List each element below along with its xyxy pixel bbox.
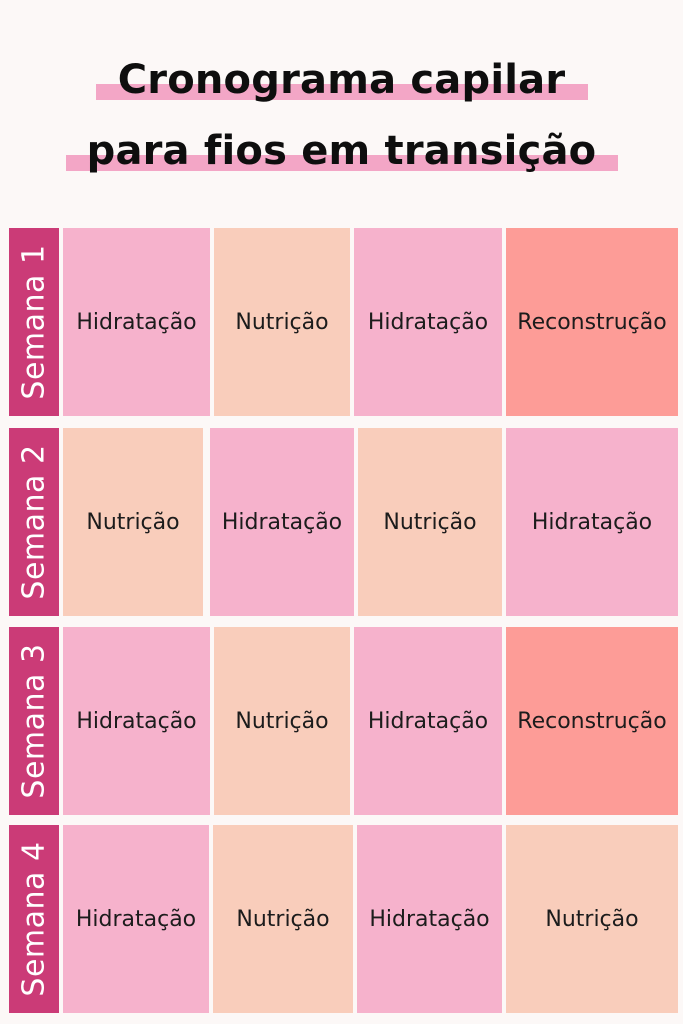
title-block: Cronograma capilar para fios em transiçã… [0,0,683,200]
week-row-2: Semana 2 Nutrição Hidratação Nutrição Hi… [0,428,683,616]
cell-reconstrucao: Reconstrução [506,627,678,815]
cell-hidratacao: Hidratação [506,428,678,616]
week-label-3: Semana 3 [9,627,59,815]
week-label-2: Semana 2 [9,428,59,616]
title-highlight-1 [96,84,588,100]
cell-hidratacao: Hidratação [357,825,502,1013]
cell-hidratacao: Hidratação [354,228,502,416]
cell-nutricao: Nutrição [63,428,203,616]
cell-hidratacao: Hidratação [354,627,502,815]
cell-nutricao: Nutrição [214,228,350,416]
week-label-text: Semana 3 [16,643,52,799]
week-label-text: Semana 4 [16,841,52,997]
week-row-1: Semana 1 Hidratação Nutrição Hidratação … [0,228,683,416]
title-text-2: para fios em transição [86,128,597,174]
cell-nutricao: Nutrição [506,825,678,1013]
cell-hidratacao: Hidratação [63,627,210,815]
cell-hidratacao: Hidratação [63,228,210,416]
cell-hidratacao: Hidratação [63,825,209,1013]
title-highlight-2 [66,155,618,171]
week-row-4: Semana 4 Hidratação Nutrição Hidratação … [0,825,683,1013]
cell-nutricao: Nutrição [358,428,502,616]
title-line-1: Cronograma capilar [0,56,683,104]
title-line-2: para fios em transição [0,127,683,175]
cell-nutricao: Nutrição [213,825,353,1013]
cell-nutricao: Nutrição [214,627,350,815]
week-label-text: Semana 2 [16,444,52,600]
week-label-text: Semana 1 [16,244,52,400]
week-label-1: Semana 1 [9,228,59,416]
title-text-1: Cronograma capilar [117,57,566,103]
cell-reconstrucao: Reconstrução [506,228,678,416]
week-label-4: Semana 4 [9,825,59,1013]
week-row-3: Semana 3 Hidratação Nutrição Hidratação … [0,627,683,815]
cell-hidratacao: Hidratação [210,428,354,616]
